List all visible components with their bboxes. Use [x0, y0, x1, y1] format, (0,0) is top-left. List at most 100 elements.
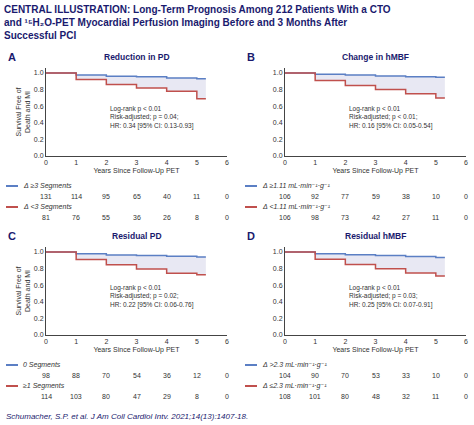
svg-text:0.4: 0.4: [273, 119, 283, 126]
svg-text:Log-rank p < 0.01Risk-adjusted: Log-rank p < 0.01Risk-adjusted; p = 0.03…: [349, 284, 433, 309]
svg-text:106: 106: [279, 193, 291, 200]
svg-text:27: 27: [402, 214, 410, 221]
svg-text:0.0: 0.0: [273, 331, 283, 338]
svg-text:D: D: [247, 230, 255, 242]
svg-text:76: 76: [72, 214, 80, 221]
svg-text:Log-rank p < 0.01Risk-adjusted: Log-rank p < 0.01Risk-adjusted; p < 0.01…: [349, 105, 433, 130]
svg-text:98: 98: [311, 214, 319, 221]
svg-text:77: 77: [341, 193, 349, 200]
svg-text:6: 6: [464, 338, 468, 345]
svg-text:1.0: 1.0: [34, 248, 44, 255]
svg-text:29: 29: [163, 393, 171, 400]
svg-text:10: 10: [432, 372, 440, 379]
svg-text:104: 104: [279, 372, 291, 379]
svg-text:0.6: 0.6: [273, 282, 283, 289]
svg-text:36: 36: [133, 214, 141, 221]
svg-text:0: 0: [283, 338, 287, 345]
svg-text:6: 6: [225, 159, 229, 166]
svg-text:1: 1: [74, 338, 78, 345]
svg-text:0: 0: [283, 159, 287, 166]
svg-text:A: A: [8, 51, 16, 63]
svg-text:33: 33: [402, 372, 410, 379]
svg-text:4: 4: [404, 159, 408, 166]
svg-text:12: 12: [193, 372, 201, 379]
svg-text:0.0: 0.0: [34, 331, 44, 338]
svg-text:8: 8: [195, 393, 199, 400]
svg-text:53: 53: [372, 372, 380, 379]
svg-text:3: 3: [135, 338, 139, 345]
svg-text:4: 4: [165, 338, 169, 345]
svg-text:0.2: 0.2: [34, 136, 44, 143]
svg-text:80: 80: [341, 393, 349, 400]
svg-text:114: 114: [71, 193, 82, 200]
svg-text:5: 5: [195, 159, 199, 166]
svg-text:0: 0: [225, 193, 229, 200]
svg-text:2: 2: [104, 159, 108, 166]
svg-text:1.0: 1.0: [273, 248, 283, 255]
svg-text:0.8: 0.8: [273, 86, 283, 93]
svg-text:0: 0: [44, 159, 48, 166]
svg-text:38: 38: [402, 193, 410, 200]
svg-text:6: 6: [225, 338, 229, 345]
svg-text:0.2: 0.2: [273, 136, 283, 143]
svg-text:Schumacher, S.P. et al. J Am C: Schumacher, S.P. et al. J Am Coll Cardio…: [6, 412, 248, 421]
svg-text:0.8: 0.8: [34, 86, 44, 93]
svg-text:54: 54: [133, 372, 141, 379]
svg-text:48: 48: [372, 393, 380, 400]
svg-text:1: 1: [313, 338, 317, 345]
svg-text:Years Since Follow-Up PET: Years Since Follow-Up PET: [332, 346, 419, 354]
svg-text:0.8: 0.8: [273, 265, 283, 272]
svg-text:2: 2: [343, 159, 347, 166]
svg-text:B: B: [247, 51, 255, 63]
svg-text:2: 2: [104, 338, 108, 345]
svg-text:42: 42: [372, 214, 380, 221]
svg-text:Δ <3 Segments: Δ <3 Segments: [23, 203, 72, 211]
svg-text:2: 2: [343, 338, 347, 345]
svg-text:73: 73: [341, 214, 349, 221]
svg-text:65: 65: [133, 193, 141, 200]
svg-text:Residual PD: Residual PD: [112, 231, 162, 241]
svg-text:0: 0: [464, 393, 468, 400]
svg-text:Δ ≤2.3 mL·min⁻¹·g⁻¹: Δ ≤2.3 mL·min⁻¹·g⁻¹: [262, 382, 327, 390]
svg-text:3: 3: [135, 159, 139, 166]
svg-text:8: 8: [195, 214, 199, 221]
svg-text:0.4: 0.4: [34, 298, 44, 305]
svg-text:5: 5: [195, 338, 199, 345]
svg-text:36: 36: [163, 372, 171, 379]
svg-text:0.4: 0.4: [273, 298, 283, 305]
svg-text:0: 0: [225, 393, 229, 400]
svg-text:0.6: 0.6: [34, 282, 44, 289]
svg-text:Survival Free ofDeath and MI: Survival Free ofDeath and MI: [15, 87, 31, 136]
svg-text:95: 95: [102, 193, 110, 200]
svg-text:70: 70: [341, 372, 349, 379]
svg-text:103: 103: [70, 393, 82, 400]
svg-text:98: 98: [42, 372, 50, 379]
svg-text:81: 81: [42, 214, 50, 221]
svg-text:0.4: 0.4: [34, 119, 44, 126]
svg-text:0.0: 0.0: [34, 152, 44, 159]
svg-text:11: 11: [193, 193, 200, 200]
svg-text:Reduction in PD: Reduction in PD: [104, 52, 170, 62]
svg-text:0.2: 0.2: [273, 315, 283, 322]
svg-text:131: 131: [40, 193, 52, 200]
svg-text:0: 0: [225, 372, 229, 379]
svg-text:3: 3: [374, 159, 378, 166]
svg-text:Change in hMBF: Change in hMBF: [342, 52, 409, 62]
svg-text:90: 90: [311, 372, 319, 379]
svg-text:26: 26: [163, 214, 171, 221]
svg-text:0: 0: [464, 372, 468, 379]
svg-text:Years Since Follow-Up PET: Years Since Follow-Up PET: [332, 167, 419, 175]
svg-text:0: 0: [225, 214, 229, 221]
svg-text:Residual hMBF: Residual hMBF: [345, 231, 406, 241]
svg-text:101: 101: [309, 393, 321, 400]
svg-text:Δ ≥3 Segments: Δ ≥3 Segments: [23, 182, 72, 190]
svg-text:Log-rank p < 0.01Risk-adjusted: Log-rank p < 0.01Risk-adjusted; p = 0.04…: [110, 105, 194, 130]
svg-text:Δ ≥1.11 mL·min⁻¹·g⁻¹: Δ ≥1.11 mL·min⁻¹·g⁻¹: [262, 182, 331, 190]
svg-text:114: 114: [41, 393, 52, 400]
svg-text:Years Since Follow-Up PET: Years Since Follow-Up PET: [93, 167, 180, 175]
svg-text:5: 5: [434, 159, 438, 166]
svg-text:0.6: 0.6: [273, 103, 283, 110]
svg-text:Δ <1.11 mL·min⁻¹·g⁻¹: Δ <1.11 mL·min⁻¹·g⁻¹: [262, 203, 331, 211]
svg-text:70: 70: [102, 372, 110, 379]
svg-text:4: 4: [165, 159, 169, 166]
